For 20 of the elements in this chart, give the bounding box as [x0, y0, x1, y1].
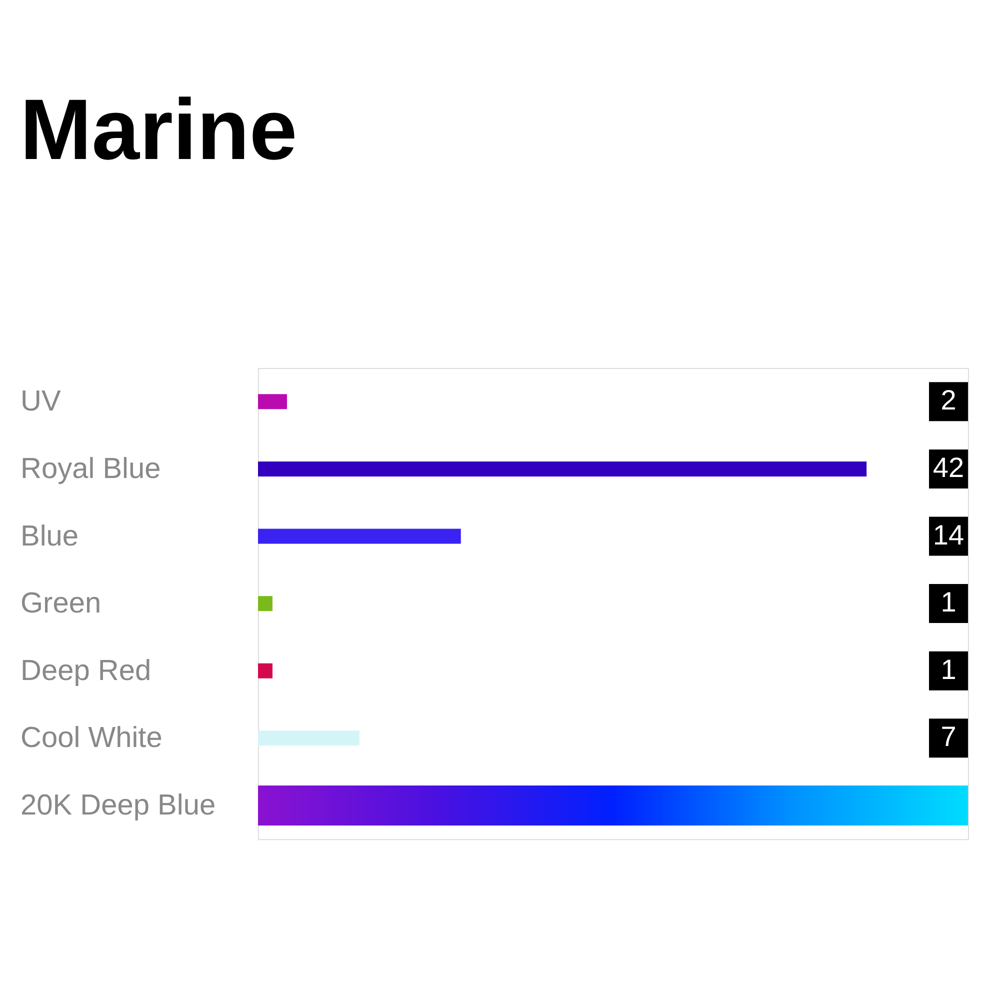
bar	[258, 663, 272, 678]
y-tick-label: Cool White	[20, 722, 162, 754]
y-tick-label: Royal Blue	[20, 452, 161, 485]
y-tick-label: Blue	[20, 520, 79, 552]
data-label: 42	[932, 452, 964, 483]
bar	[258, 461, 867, 476]
bar	[258, 596, 272, 612]
bar	[258, 528, 461, 544]
y-tick-label: Green	[20, 588, 102, 620]
bar	[258, 394, 287, 410]
y-tick-label: 20K Deep Blue	[20, 789, 216, 822]
data-label: 1	[940, 586, 956, 618]
chart-title: Marine	[20, 82, 298, 178]
data-label: 2	[940, 384, 956, 416]
y-tick-label: UV	[20, 386, 62, 418]
data-label: 14	[932, 519, 964, 550]
y-tick-label: Deep Red	[20, 654, 152, 687]
data-label: 7	[940, 721, 956, 752]
data-label: 1	[940, 654, 956, 685]
bar	[258, 730, 360, 746]
